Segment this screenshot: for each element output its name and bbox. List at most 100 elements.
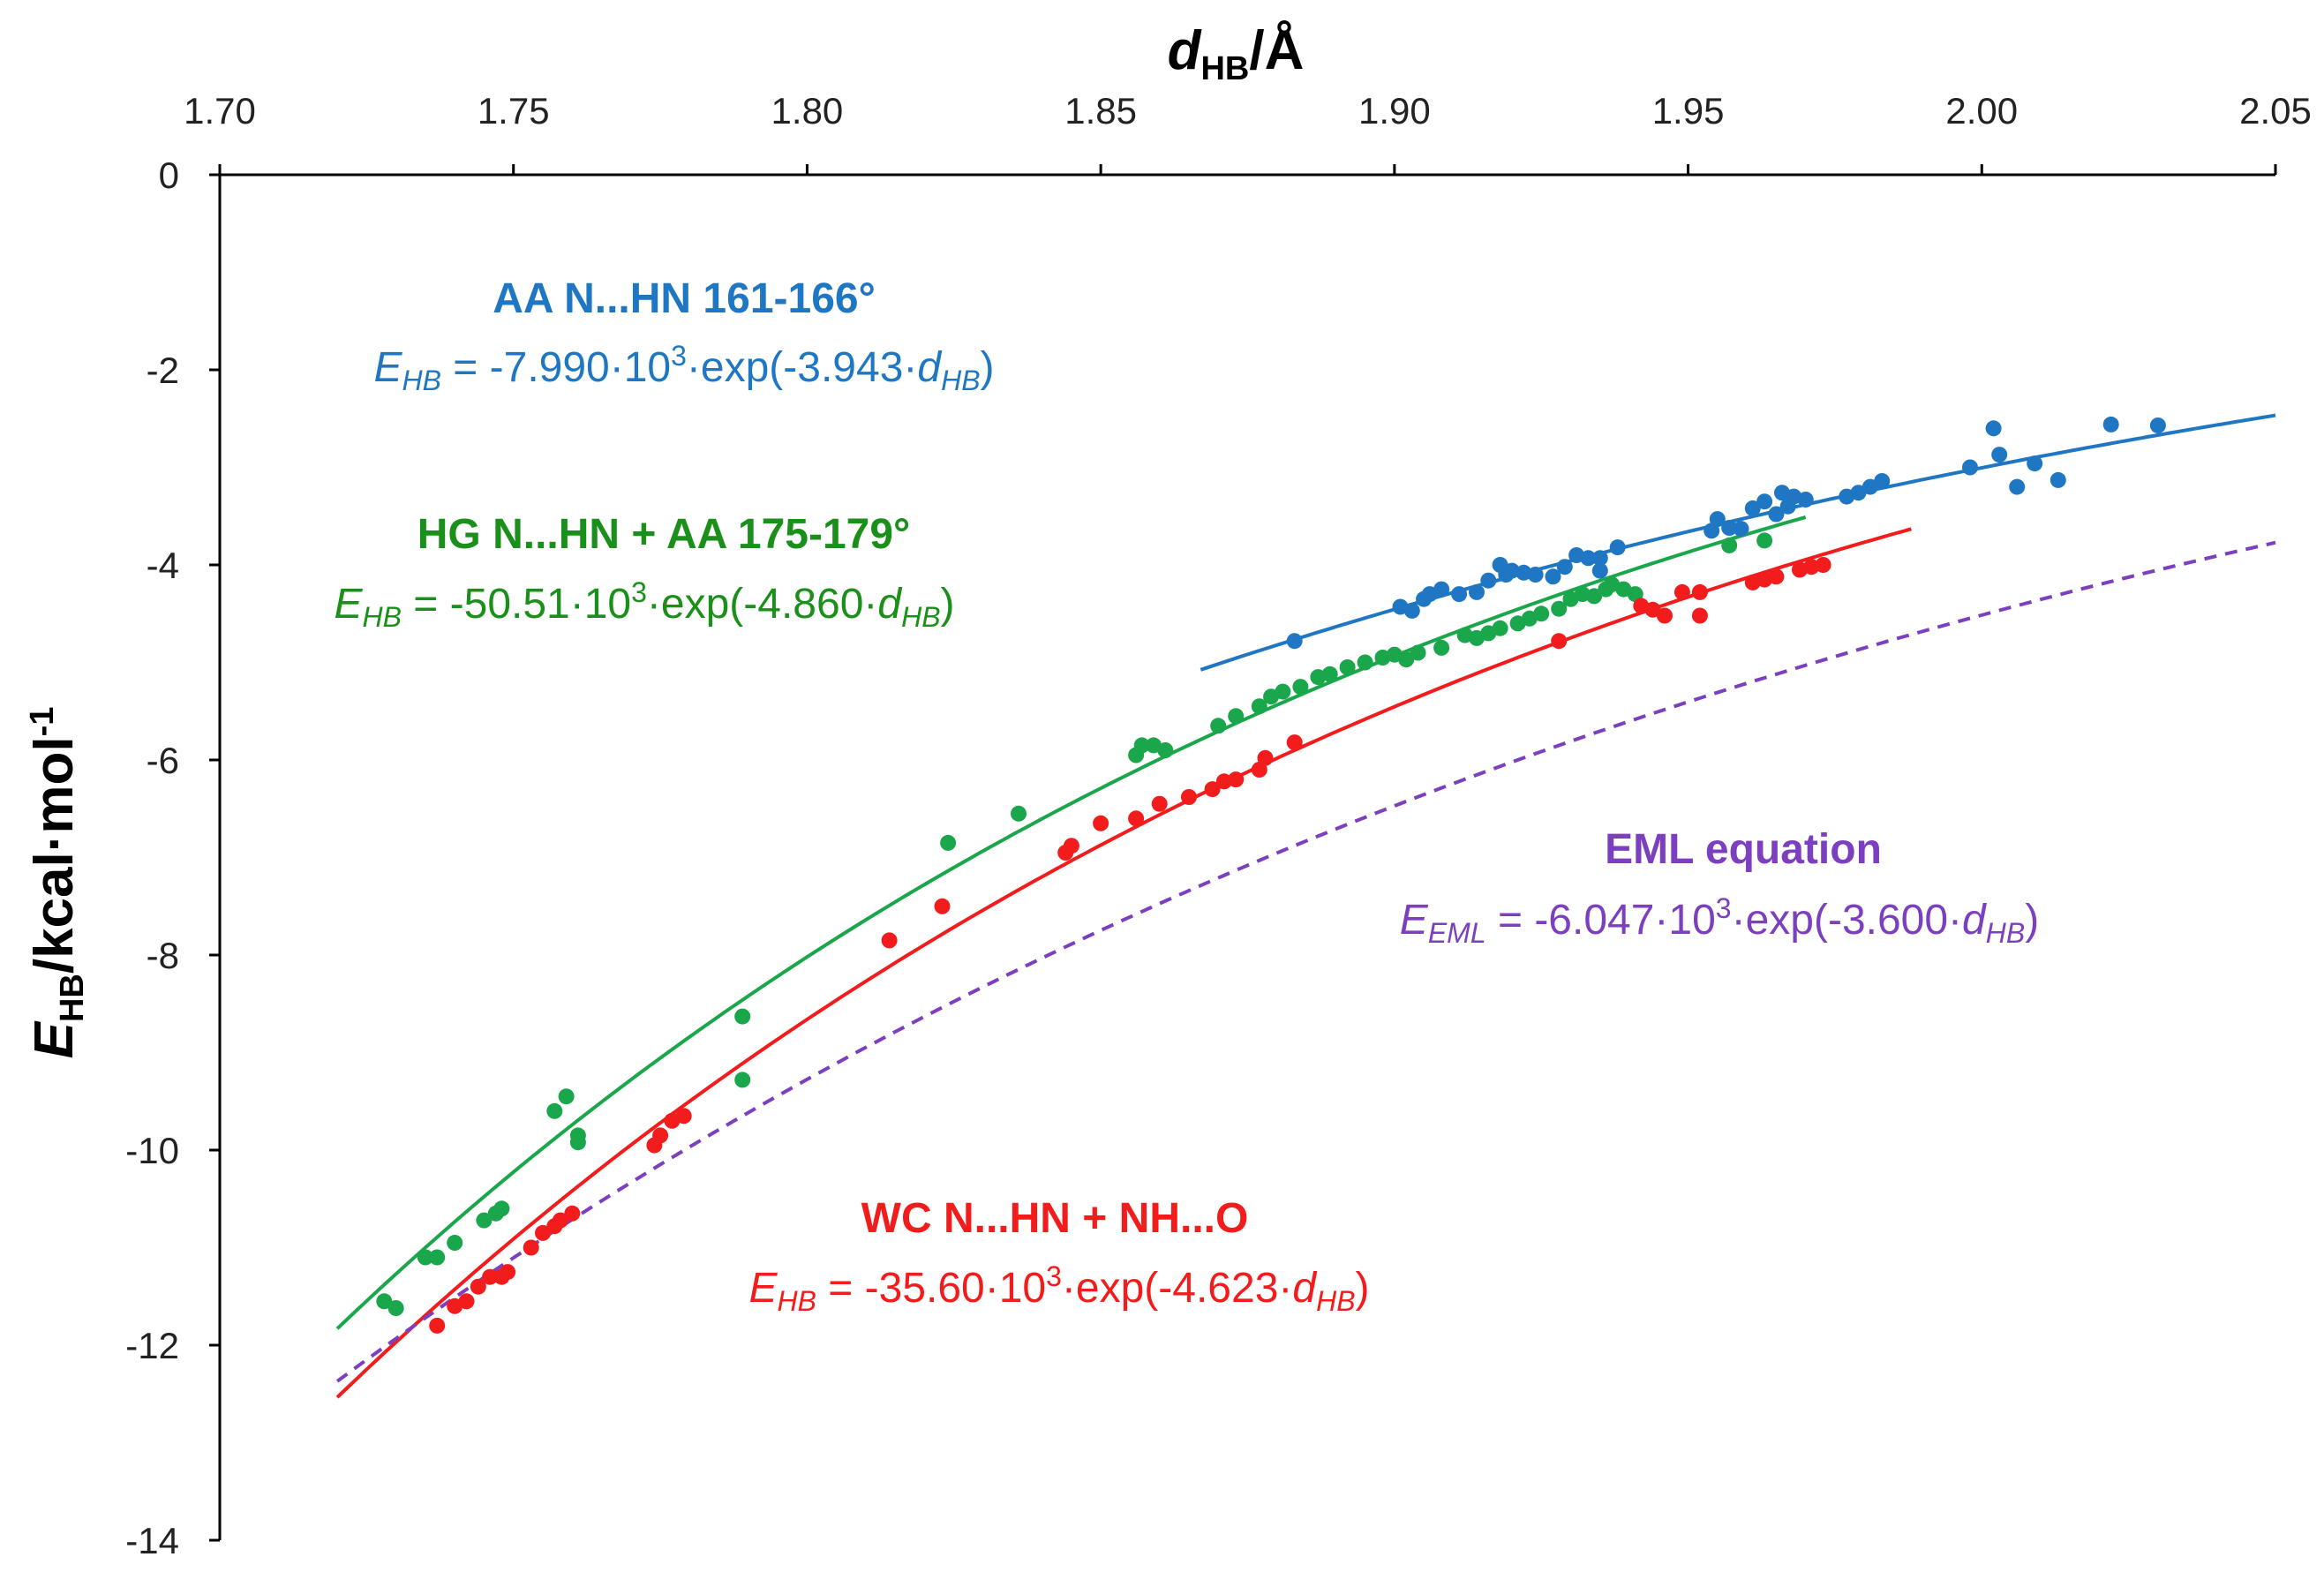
x-tick-label: 2.05 <box>2239 90 2312 132</box>
data-point-series-1 <box>1251 698 1267 715</box>
data-point-series-1 <box>1533 605 1550 622</box>
x-tick-label: 1.90 <box>1358 90 1431 132</box>
data-point-series-1 <box>376 1293 393 1310</box>
data-point-series-1 <box>1228 708 1245 725</box>
data-point-series-2 <box>523 1239 539 1256</box>
data-point-series-0 <box>1721 520 1738 536</box>
data-point-series-0 <box>1451 586 1468 603</box>
data-point-series-1 <box>558 1088 575 1105</box>
data-point-series-1 <box>1339 659 1356 675</box>
data-point-series-2 <box>1286 734 1303 751</box>
fit-line-series-0 <box>1200 413 2276 672</box>
data-point-series-0 <box>1580 550 1597 567</box>
data-point-series-0 <box>1768 506 1785 523</box>
fit-line-series-3 <box>335 540 2276 1383</box>
data-point-series-1 <box>1357 654 1373 671</box>
data-point-series-2 <box>564 1205 581 1222</box>
data-point-series-1 <box>493 1200 510 1217</box>
data-point-series-1 <box>447 1235 463 1251</box>
data-point-series-1 <box>1398 651 1415 668</box>
data-point-series-1 <box>1321 666 1338 682</box>
data-point-series-2 <box>500 1264 516 1281</box>
annotation-hg: HG N...HN + AA 175-179° EHB = -50.51·103… <box>334 511 954 633</box>
data-point-series-2 <box>552 1212 568 1229</box>
x-ticks: 1.70 1.75 1.80 1.85 1.90 1.95 2.00 2.05 <box>184 90 2312 175</box>
data-point-series-1 <box>1627 586 1643 603</box>
data-point-series-1 <box>429 1249 446 1266</box>
data-point-series-1 <box>417 1249 433 1266</box>
data-point-series-0 <box>1556 559 1573 575</box>
data-point-series-0 <box>1286 633 1303 650</box>
data-point-series-1 <box>1011 805 1027 822</box>
data-point-series-1 <box>387 1300 404 1316</box>
data-point-series-0 <box>1756 493 1773 510</box>
data-point-series-1 <box>1410 644 1426 661</box>
data-point-series-0 <box>2049 471 2066 488</box>
y-tick-label: 0 <box>159 154 179 196</box>
data-point-series-2 <box>675 1108 692 1124</box>
data-point-series-2 <box>1691 583 1708 600</box>
data-point-series-2 <box>1657 607 1673 624</box>
data-point-series-2 <box>934 898 951 914</box>
x-tick-label: 1.95 <box>1652 90 1725 132</box>
data-point-series-1 <box>1275 683 1291 700</box>
data-point-series-0 <box>1744 500 1761 516</box>
data-point-series-2 <box>429 1317 446 1334</box>
data-point-series-2 <box>652 1127 669 1144</box>
annotation-aa-equation: EHB = -7.990·103·exp(-3.943·dHB) <box>373 340 994 396</box>
data-point-series-0 <box>1498 567 1515 583</box>
y-tick-label: -2 <box>147 350 179 391</box>
data-point-series-2 <box>535 1224 551 1241</box>
annotation-hg-title: HG N...HN + AA 175-179° <box>417 511 911 558</box>
data-point-series-2 <box>482 1268 499 1285</box>
data-point-series-1 <box>1433 639 1450 656</box>
annotation-wc-equation: EHB = -35.60·103·exp(-4.623·dHB) <box>748 1260 1369 1317</box>
data-point-series-0 <box>1797 492 1814 508</box>
data-point-series-2 <box>1768 568 1785 585</box>
x-tick-label: 1.85 <box>1064 90 1137 132</box>
data-point-series-0 <box>1874 473 1891 489</box>
data-point-series-0 <box>1733 521 1749 538</box>
data-point-series-2 <box>1691 607 1708 624</box>
data-point-series-2 <box>1215 773 1232 790</box>
data-point-series-1 <box>1492 620 1508 636</box>
data-point-series-0 <box>1469 583 1485 600</box>
data-point-series-0 <box>2009 478 2026 495</box>
x-tick-label: 1.80 <box>771 90 844 132</box>
y-tick-label: -4 <box>147 545 179 586</box>
data-point-series-1 <box>1292 679 1309 696</box>
x-tick-label: 1.75 <box>478 90 550 132</box>
data-point-series-0 <box>1545 568 1561 585</box>
data-point-series-0 <box>1480 572 1497 589</box>
data-point-series-1 <box>1586 588 1603 605</box>
data-point-series-2 <box>1551 633 1568 650</box>
data-point-series-2 <box>1644 601 1661 618</box>
annotation-eml-equation: EEML = -6.047·103·exp(-3.600·dHB) <box>1400 892 2039 949</box>
x-tick-label: 1.70 <box>184 90 256 132</box>
annotation-aa: AA N...HN 161-166° EHB = -7.990·103·exp(… <box>373 275 994 396</box>
data-point-series-1 <box>1210 718 1227 734</box>
y-ticks: 0 -2 -4 -6 -8 -10 -12 -14 <box>125 154 220 1561</box>
data-point-series-1 <box>1551 600 1568 617</box>
annotation-aa-title: AA N...HN 161-166° <box>493 275 876 322</box>
data-point-series-0 <box>1985 420 2002 437</box>
data-point-series-1 <box>1756 532 1773 549</box>
data-point-series-0 <box>1850 485 1867 501</box>
y-tick-label: -8 <box>147 935 179 976</box>
data-point-series-1 <box>940 834 957 851</box>
data-point-series-2 <box>1815 557 1831 573</box>
data-point-series-2 <box>1093 815 1109 831</box>
data-point-series-1 <box>1133 737 1150 754</box>
data-point-series-2 <box>1151 795 1168 812</box>
data-point-series-1 <box>734 1072 751 1088</box>
y-tick-label: -6 <box>147 740 179 781</box>
data-points <box>376 416 2166 1334</box>
y-axis-title: EHB/kcal·mol-1 <box>24 707 91 1059</box>
y-tick-label: -10 <box>125 1130 179 1171</box>
data-point-series-0 <box>1403 602 1420 619</box>
data-point-series-0 <box>1433 581 1450 598</box>
annotation-wc-title: WC N...HN + NH...O <box>861 1195 1249 1242</box>
x-tick-label: 2.00 <box>1945 90 2018 132</box>
data-point-series-2 <box>1128 810 1145 827</box>
